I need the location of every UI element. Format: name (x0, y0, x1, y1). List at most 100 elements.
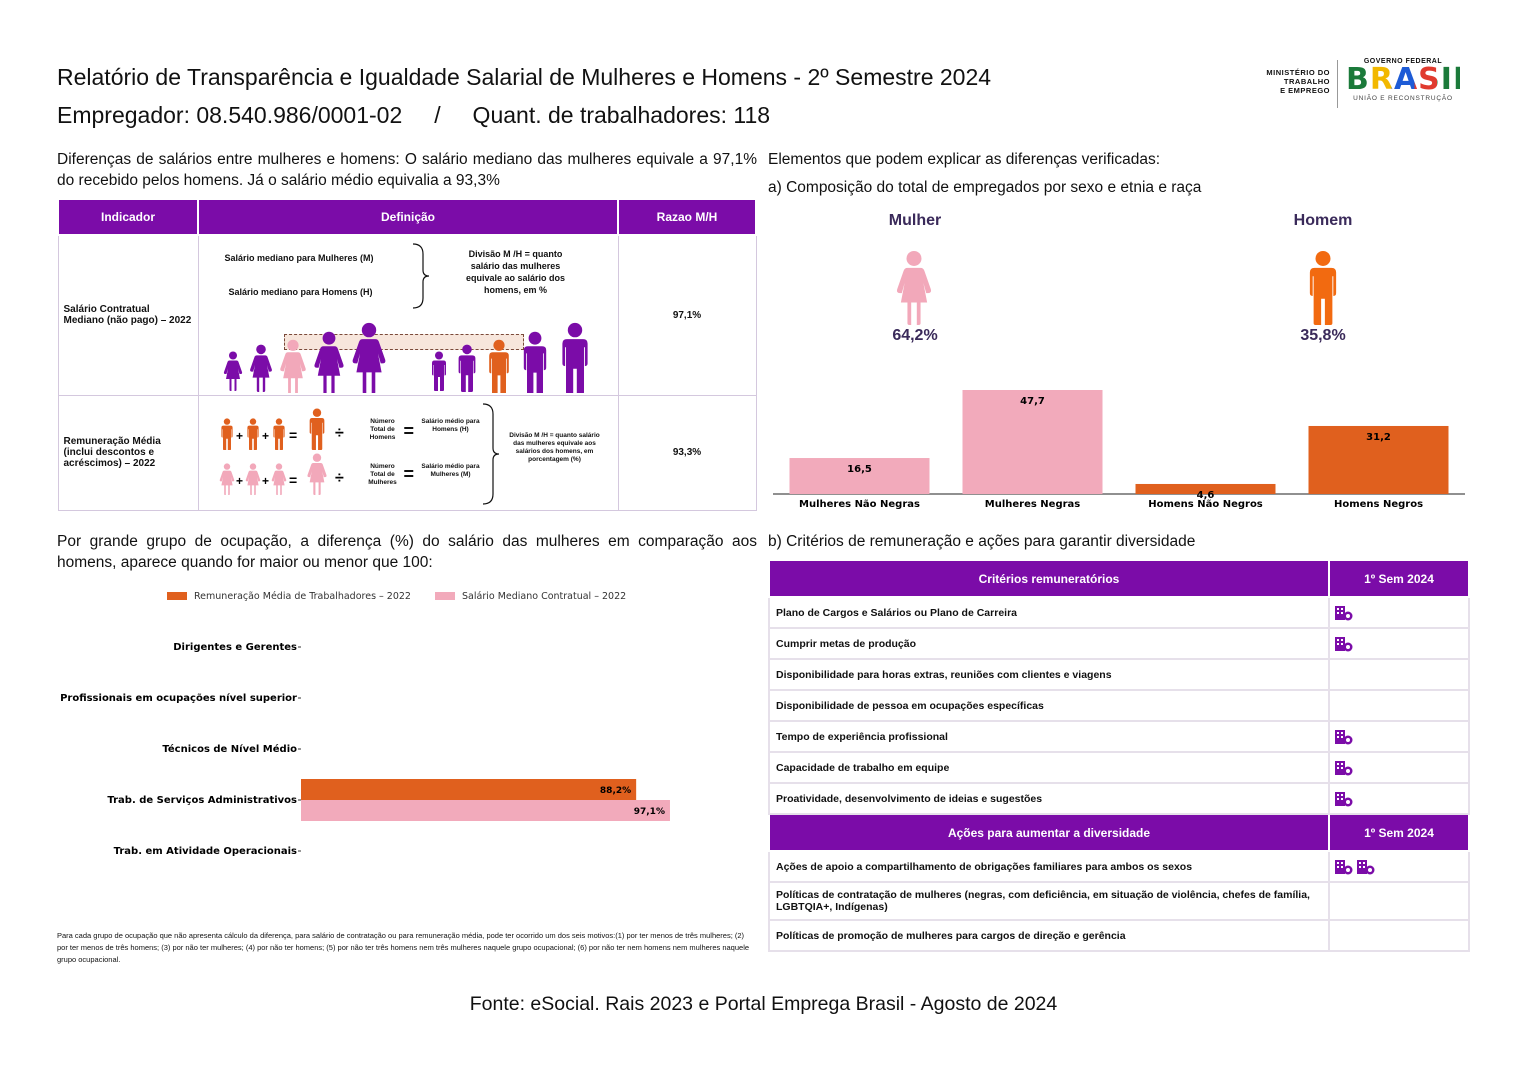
criteria-icons-cell (1328, 720, 1470, 753)
legend-swatch-avg (167, 592, 187, 600)
criteria-label: Plano de Cargos e Salários ou Plano de C… (768, 596, 1330, 629)
th-definition: Definição (197, 198, 619, 236)
criteria-header: Critérios remuneratórios (768, 559, 1330, 598)
svg-text:+: + (262, 474, 269, 488)
ministry-line-3: E EMPREGO (1280, 86, 1330, 95)
svg-text:+: + (262, 429, 269, 443)
man-pct: 35,8% (1300, 327, 1346, 344)
comp-category-label: Homens Não Negros (1148, 499, 1263, 510)
woman-icon (896, 250, 932, 325)
comp-bar (789, 458, 930, 494)
legend-label-avg: Remuneração Média de Trabalhadores – 202… (194, 591, 411, 602)
actions-header: Ações para aumentar a diversidade (768, 813, 1330, 852)
row2-indicator: Remuneração Média (inclui descontos e ac… (57, 394, 199, 511)
occ-bar (301, 800, 670, 821)
criteria-label: Capacidade de trabalho em equipe (768, 751, 1330, 784)
actions-icons-cell (1328, 919, 1470, 952)
logo-divider (1337, 60, 1338, 108)
def-division: Divisão M /H = quanto salário das mulher… (465, 249, 566, 295)
ministry-line-2: TRABALHO (1283, 77, 1330, 86)
criteria-row: Tempo de experiência profissional (768, 720, 1470, 753)
composition-chart: 16,5 Mulheres Não Negras 47,7 Mulheres Negr… (773, 390, 1465, 510)
actions-label: Ações de apoio a compartilhamento de obr… (768, 850, 1330, 883)
comp-bar-label: 31,2 (1366, 432, 1391, 443)
criteria-icons-cell (1328, 596, 1470, 629)
avg-women-label: Salário médio para Mulheres (M) (421, 462, 480, 478)
comp-category-label: Homens Negros (1334, 499, 1423, 510)
gov-brand-text: BRASIL (1346, 62, 1474, 97)
criteria-icons-cell (1328, 689, 1470, 722)
employer-line: Empregador: 08.540.986/0001-02 / Quant. … (57, 102, 771, 128)
median-people-illustration (223, 322, 588, 393)
gov-top-text: GOVERNO FEDERAL (1363, 58, 1443, 65)
occ-category-label: Profissionais em ocupações nível superio… (60, 692, 297, 704)
section-a-title: a) Composição do total de empregados por… (768, 179, 1202, 196)
criteria-icons-cell (1328, 627, 1470, 660)
criteria-row: Disponibilidade para horas extras, reuni… (768, 658, 1470, 691)
criteria-row: Plano de Cargos e Salários ou Plano de C… (768, 596, 1470, 629)
man-label: Homem (1293, 212, 1353, 229)
occupation-chart: Remuneração Média de Trabalhadores – 202… (60, 591, 670, 857)
criteria-icons-cell (1328, 658, 1470, 691)
woman-label: Mulher (888, 212, 942, 229)
building-icon (1357, 859, 1375, 874)
comp-bar (962, 390, 1103, 494)
equals-icon-2: = (403, 463, 415, 484)
ministry-logo: MINISTÉRIO DO TRABALHO E EMPREGO (1240, 68, 1330, 95)
criteria-icons-cell (1328, 751, 1470, 784)
avg-men-label: Salário médio para Homens (H) (421, 417, 480, 433)
actions-row: Políticas de promoção de mulheres para c… (768, 919, 1470, 952)
occ-bar-label: 97,1% (634, 807, 665, 817)
legend-label-median: Salário Mediano Contratual – 2022 (462, 591, 626, 602)
criteria-row: Cumprir metas de produção (768, 627, 1470, 660)
criteria-icons-cell (1328, 782, 1470, 815)
comp-category-label: Mulheres Negras (985, 499, 1081, 510)
def-median-women: Salário mediano para Mulheres (M) (224, 253, 374, 263)
row2-ratio: 93,3% (617, 394, 757, 511)
row1-indicator: Salário Contratual Mediano (não pago) – … (57, 234, 199, 396)
equals-icon: = (403, 420, 415, 441)
occ-bar (301, 779, 637, 800)
criteria-row: Proatividade, desenvolvimento de ideias … (768, 782, 1470, 815)
row1-ratio: 97,1% (617, 234, 757, 396)
comp-bar-label: 4,6 (1197, 490, 1215, 501)
occ-category-label: Dirigentes e Gerentes (173, 642, 297, 653)
actions-label: Políticas de contratação de mulheres (ne… (768, 881, 1330, 921)
ministry-line-1: MINISTÉRIO DO (1266, 68, 1330, 77)
occ-category-label: Técnicos de Nível Médio (162, 743, 297, 755)
criteria-row: Capacidade de trabalho em equipe (768, 751, 1470, 784)
report-title: Relatório de Transparência e Igualdade S… (57, 64, 992, 90)
svg-text:+: + (236, 429, 243, 443)
svg-text:÷: ÷ (335, 470, 344, 487)
comp-bar-label: 47,7 (1020, 396, 1045, 407)
th-ratio: Razao M/H (617, 198, 757, 236)
occ-category-label: Trab. em Atividade Operacionais (114, 846, 297, 857)
criteria-label: Disponibilidade para horas extras, reuni… (768, 658, 1330, 691)
footnote: Para cada grupo de ocupação que não apre… (57, 931, 750, 964)
avg-people-equation: + + = ÷ + + = ÷ (219, 408, 344, 495)
legend-swatch-median (435, 592, 455, 600)
building-icon (1335, 636, 1353, 651)
woman-pct: 64,2% (892, 327, 938, 344)
comp-bar-label: 16,5 (847, 464, 872, 475)
num-women-label: Número Total de Mulheres (368, 462, 397, 486)
actions-icons-cell (1328, 850, 1470, 883)
comp-category-label: Mulheres Não Negras (799, 499, 920, 510)
section-b-title: b) Critérios de remuneração e ações para… (768, 533, 1196, 550)
num-men-label: Número Total de Homens (369, 417, 396, 441)
building-icon (1335, 605, 1353, 620)
svg-text:+: + (236, 474, 243, 488)
actions-label: Políticas de promoção de mulheres para c… (768, 919, 1330, 952)
svg-text:=: = (289, 472, 297, 488)
report-title-block: Relatório de Transparência e Igualdade S… (57, 58, 991, 134)
explain-intro: Elementos que podem explicar as diferenç… (768, 151, 1161, 168)
gov-bottom-text: UNIÃO E RECONSTRUÇÃO (1353, 95, 1453, 102)
criteria-row: Disponibilidade de pessoa em ocupações e… (768, 689, 1470, 722)
actions-period: 1º Sem 2024 (1328, 813, 1470, 852)
comp-bar (1308, 425, 1449, 494)
svg-text:=: = (289, 427, 297, 443)
building-icon (1335, 859, 1353, 874)
criteria-label: Cumprir metas de produção (768, 627, 1330, 660)
criteria-label: Proatividade, desenvolvimento de ideias … (768, 782, 1330, 815)
occ-bar-label: 88,2% (600, 786, 631, 796)
